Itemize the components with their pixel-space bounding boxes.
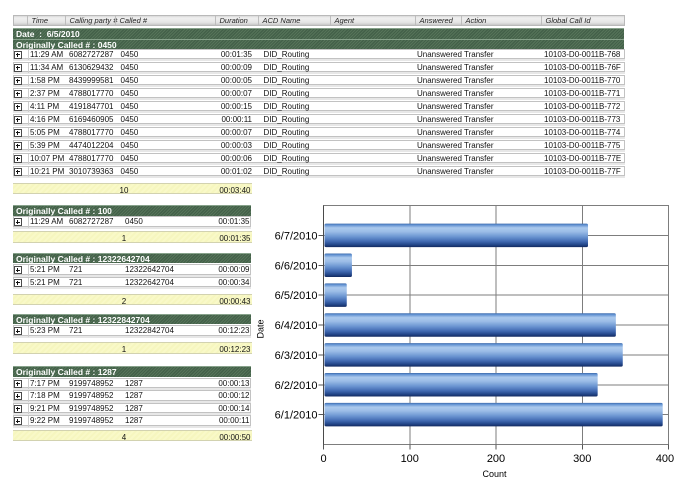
svg-text:300: 300: [573, 453, 591, 465]
svg-text:100: 100: [401, 453, 419, 465]
svg-text:400: 400: [656, 453, 674, 465]
svg-text:6/4/2010: 6/4/2010: [275, 320, 318, 332]
svg-text:6/7/2010: 6/7/2010: [275, 230, 318, 242]
svg-text:Count: Count: [482, 469, 507, 479]
svg-text:6/1/2010: 6/1/2010: [275, 410, 318, 422]
svg-text:0: 0: [320, 453, 326, 465]
svg-text:200: 200: [487, 453, 505, 465]
svg-text:6/3/2010: 6/3/2010: [275, 350, 318, 362]
svg-text:Date: Date: [256, 319, 266, 338]
svg-text:6/6/2010: 6/6/2010: [275, 260, 318, 272]
svg-text:6/2/2010: 6/2/2010: [275, 380, 318, 392]
svg-text:6/5/2010: 6/5/2010: [275, 290, 318, 302]
